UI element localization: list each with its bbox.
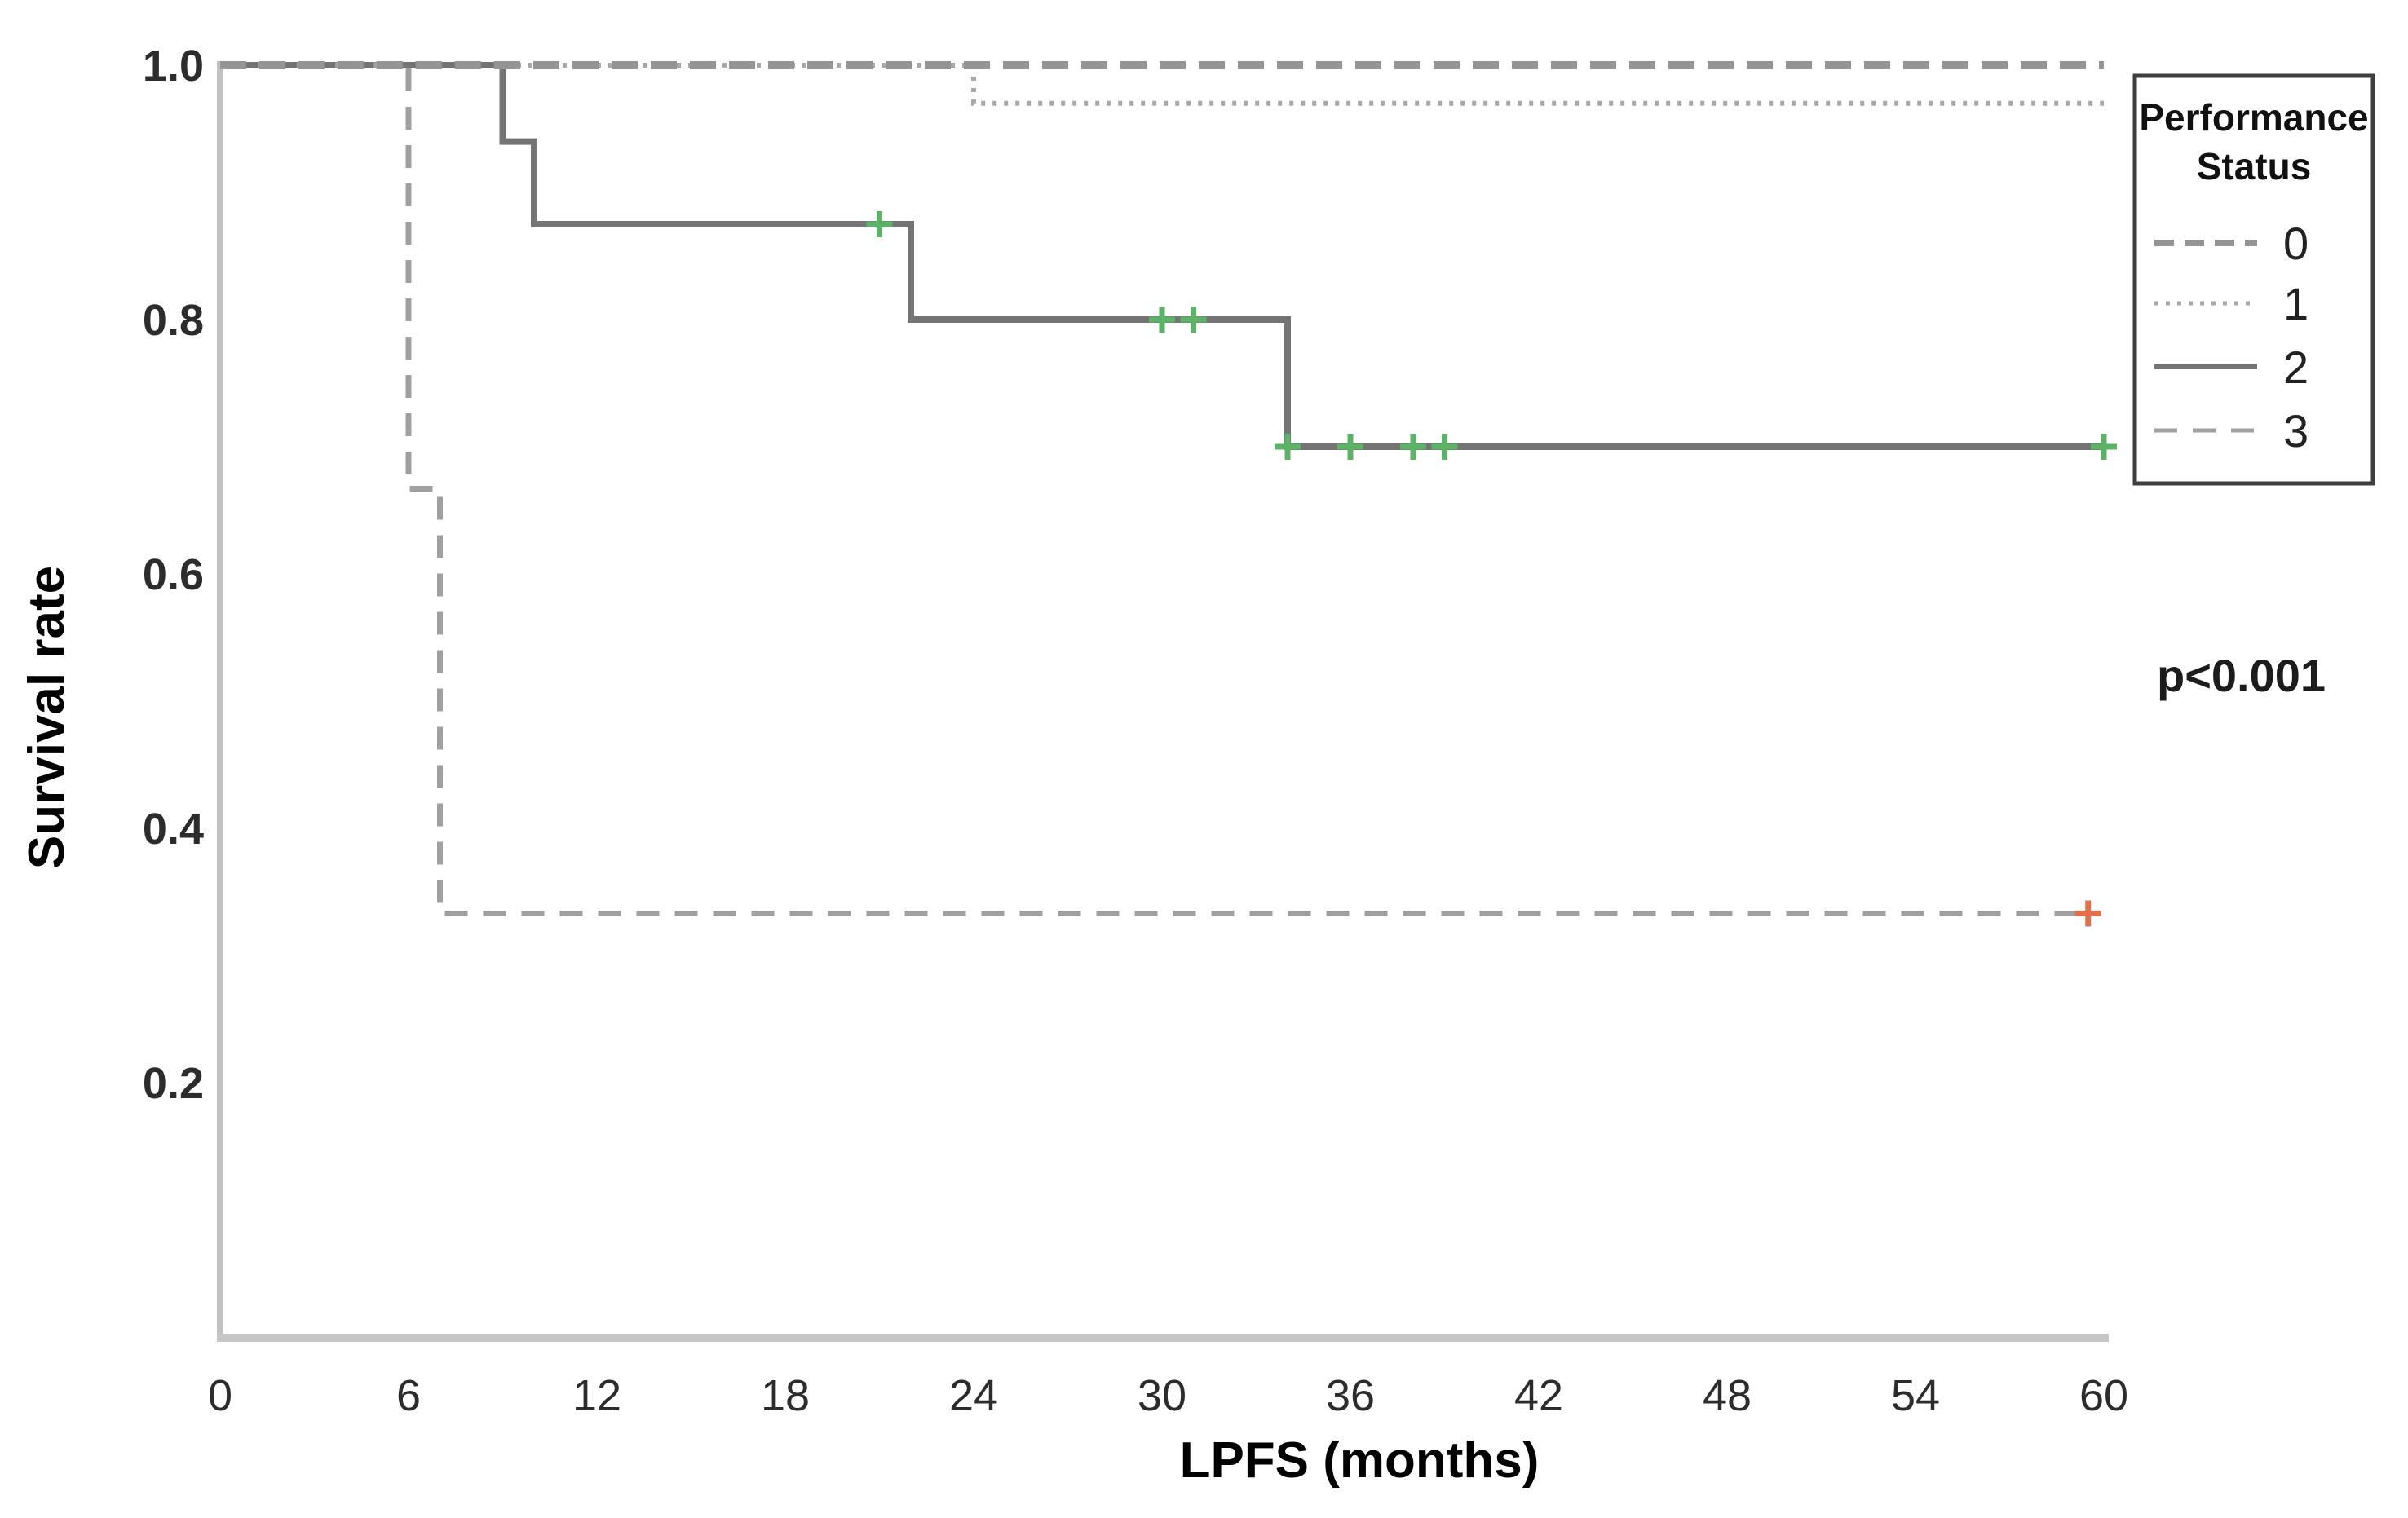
survival-curve-ps-3 bbox=[220, 62, 2088, 917]
y-tick-label-0.4: 0.4 bbox=[143, 805, 204, 854]
x-tick-label-18: 18 bbox=[761, 1371, 810, 1420]
censor-mark-ps-2 bbox=[2091, 434, 2117, 460]
y-axis-tick-labels: 1.0 0.8 0.6 0.4 0.2 bbox=[143, 42, 204, 1108]
legend-box bbox=[2132, 73, 2375, 486]
y-tick-label-1.0: 1.0 bbox=[143, 42, 204, 90]
x-tick-label-6: 6 bbox=[396, 1371, 421, 1420]
x-tick-label-48: 48 bbox=[1703, 1371, 1752, 1420]
censor-mark-ps-2 bbox=[1180, 307, 1207, 333]
censor-mark-ps-3 bbox=[2074, 900, 2101, 927]
censor-mark-ps-2 bbox=[866, 211, 893, 237]
x-tick-label-60: 60 bbox=[2079, 1371, 2128, 1420]
x-axis-line bbox=[217, 1334, 2109, 1342]
legend-item-label-ps-1: 1 bbox=[2283, 278, 2309, 329]
legend-item-label-ps-3: 3 bbox=[2283, 405, 2309, 457]
x-axis-tick-labels: 0 6 12 18 24 30 36 42 48 54 60 bbox=[208, 1371, 2128, 1420]
x-tick-label-0: 0 bbox=[208, 1371, 232, 1420]
y-tick-label-0.2: 0.2 bbox=[143, 1059, 204, 1108]
x-tick-label-42: 42 bbox=[1514, 1371, 1563, 1420]
x-tick-label-24: 24 bbox=[949, 1371, 998, 1420]
legend: Performance Status 0 1 2 3 bbox=[2132, 73, 2375, 486]
legend-items: 0 1 2 3 bbox=[2154, 218, 2309, 457]
censor-mark-ps-2 bbox=[1431, 434, 1458, 460]
y-axis-line bbox=[217, 61, 223, 1342]
y-axis-title: Survival rate bbox=[19, 566, 75, 869]
censor-mark-ps-2 bbox=[1149, 307, 1175, 333]
y-tick-label-0.6: 0.6 bbox=[143, 550, 204, 599]
x-tick-label-30: 30 bbox=[1138, 1371, 1186, 1420]
censor-mark-ps-2 bbox=[1400, 434, 1426, 460]
legend-item-label-ps-0: 0 bbox=[2283, 218, 2309, 269]
x-tick-label-12: 12 bbox=[572, 1371, 621, 1420]
p-value-annotation: p<0.001 bbox=[2157, 650, 2326, 701]
censor-marks bbox=[866, 211, 2117, 927]
legend-title-line1: Performance bbox=[2139, 96, 2368, 139]
survival-curves bbox=[220, 61, 2104, 917]
censor-mark-ps-2 bbox=[1337, 434, 1363, 460]
x-tick-label-36: 36 bbox=[1326, 1371, 1375, 1420]
censor-mark-ps-2 bbox=[1275, 434, 1301, 460]
x-axis-title: LPFS (months) bbox=[1180, 1432, 1540, 1489]
legend-title-line2: Status bbox=[2197, 145, 2312, 188]
survival-curve-ps-2 bbox=[220, 62, 2104, 450]
y-tick-label-0.8: 0.8 bbox=[143, 296, 204, 345]
legend-item-label-ps-2: 2 bbox=[2283, 342, 2309, 393]
x-tick-label-54: 54 bbox=[1891, 1371, 1940, 1420]
